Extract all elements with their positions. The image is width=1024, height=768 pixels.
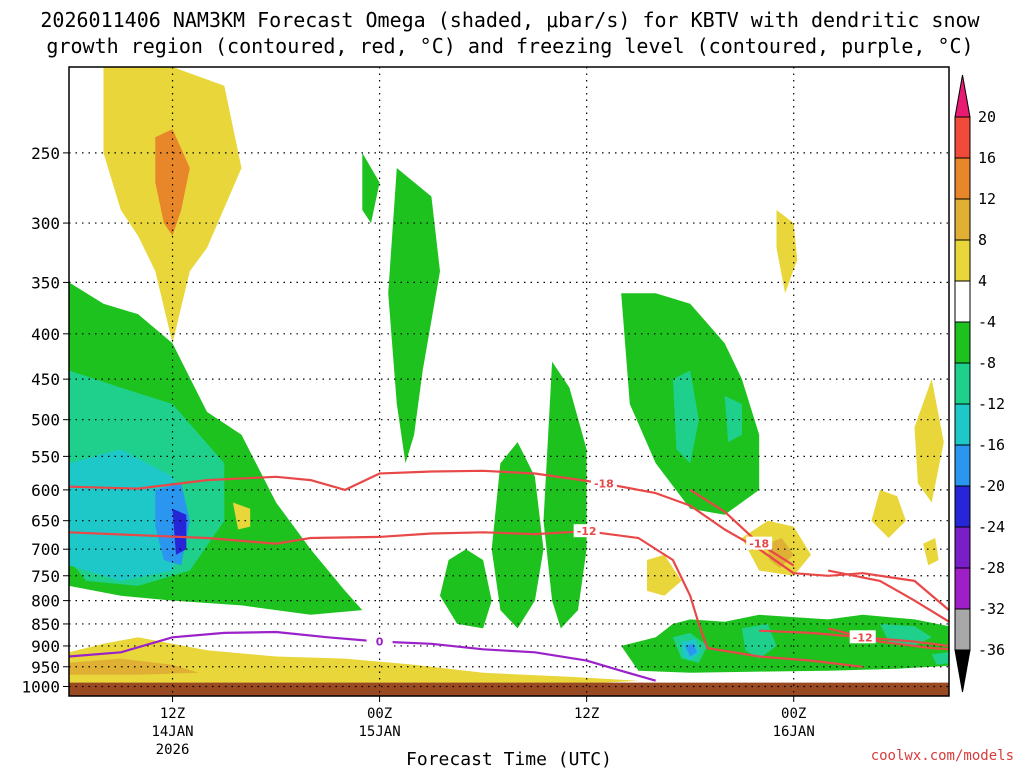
omega-region — [440, 549, 492, 629]
omega-region — [172, 508, 187, 555]
pressure-tick-label: 850 — [31, 615, 60, 634]
pressure-tick-label: 700 — [31, 540, 60, 559]
omega-region — [362, 152, 380, 224]
pressure-tick-label: 350 — [31, 273, 60, 292]
omega-region — [1018, 353, 1024, 560]
colorbar-swatch — [954, 198, 971, 241]
colorbar-swatch — [954, 608, 971, 651]
colorbar-tick-label: 4 — [978, 272, 987, 290]
title-line-2: growth region (contoured, red, °C) and f… — [46, 34, 973, 58]
contour-line — [689, 488, 795, 567]
omega-region — [621, 614, 949, 673]
time-tick-date: 15JAN — [359, 724, 401, 740]
x-axis-label: Forecast Time (UTC) — [406, 749, 612, 768]
omega-region — [69, 637, 639, 685]
pressure-tick-label: 650 — [31, 512, 60, 531]
omega-region — [491, 442, 544, 629]
temperature-contours: -18-18-18-12-120 — [69, 469, 949, 682]
pressure-tick-label: 750 — [31, 567, 60, 586]
time-tick-label: 12Z — [160, 706, 185, 722]
omega-region — [647, 554, 682, 596]
time-tick-label: 00Z — [781, 706, 806, 722]
omega-region — [388, 168, 440, 464]
contour-line — [827, 569, 949, 651]
colorbar-swatch — [954, 444, 971, 487]
omega-region — [69, 658, 199, 675]
pressure-tick-label: 800 — [31, 592, 60, 611]
credit-text: coolwx.com/models — [871, 748, 1014, 764]
time-tick-year: 2026 — [156, 742, 190, 758]
pressure-tick-label: 250 — [31, 144, 60, 163]
gridlines — [69, 67, 949, 696]
pressure-tick-label: 500 — [31, 411, 60, 430]
colorbar-swatch — [954, 239, 971, 282]
omega-region — [724, 395, 742, 443]
contour-label: 0 — [376, 636, 384, 649]
ground-layer — [69, 682, 949, 696]
contour-line — [69, 530, 863, 668]
omega-region — [232, 502, 251, 530]
contour-label: -18 — [749, 538, 769, 551]
colorbar-swatch — [954, 362, 971, 405]
time-tick-label: 00Z — [367, 706, 392, 722]
pressure-tick-label: 950 — [31, 658, 60, 677]
omega-region — [69, 449, 190, 581]
colorbar-top-arrow — [954, 74, 971, 118]
colorbar: 20 16 12 8 4 -4 -8 -12 -16 -20 -24 -28 -32 -36 — [954, 74, 1005, 693]
omega-region — [914, 379, 944, 503]
omega-region — [776, 210, 798, 294]
colorbar-tick-label: -36 — [978, 641, 1005, 659]
colorbar-tick-label: -12 — [978, 395, 1005, 413]
colorbar-swatch — [954, 567, 971, 610]
colorbar-tick-label: 20 — [978, 108, 996, 126]
colorbar-swatch — [954, 485, 971, 528]
colorbar-tick-label: 8 — [978, 231, 987, 249]
colorbar-swatch — [954, 321, 971, 364]
omega-region — [871, 489, 906, 538]
pressure-tick-label: 1000 — [21, 677, 60, 696]
title-line-1: 2026011406 NAM3KM Forecast Omega (shaded… — [40, 8, 980, 32]
omega-region — [923, 538, 939, 566]
colorbar-tick-label: -8 — [978, 354, 996, 372]
omega-region — [741, 623, 777, 659]
colorbar-swatch — [954, 280, 971, 323]
time-axis: 12Z 14JAN 2026 00Z 15JAN 12Z 00Z 16JAN — [151, 696, 815, 758]
colorbar-tick-label: -24 — [978, 518, 1005, 536]
colorbar-tick-label: -28 — [978, 559, 1005, 577]
omega-region — [155, 129, 190, 236]
colorbar-tick-label: -4 — [978, 313, 996, 331]
colorbar-swatch — [954, 116, 971, 159]
colorbar-tick-label: -20 — [978, 477, 1005, 495]
colorbar-tick-label: 12 — [978, 190, 996, 208]
time-tick-label: 12Z — [574, 706, 599, 722]
colorbar-swatch — [954, 157, 971, 200]
contour-label: -12 — [577, 525, 597, 538]
plot-frame — [68, 66, 950, 697]
pressure-tick-label: 300 — [31, 214, 60, 233]
time-tick-date: 14JAN — [151, 724, 193, 740]
pressure-axis: 250 300 350 400 450 500 550 600 650 700 750 800 850 9… — [21, 144, 69, 696]
colorbar-tick-label: -16 — [978, 436, 1005, 454]
colorbar-swatch — [954, 403, 971, 446]
contour-label: -18 — [594, 477, 614, 490]
pressure-tick-label: 550 — [31, 447, 60, 466]
colorbar-bottom-arrow — [954, 649, 971, 693]
pressure-tick-label: 400 — [31, 325, 60, 344]
omega-region — [672, 370, 699, 464]
pressure-tick-label: 600 — [31, 481, 60, 500]
time-tick-date: 16JAN — [773, 724, 815, 740]
omega-region — [931, 652, 949, 665]
colorbar-tick-label: -32 — [978, 600, 1005, 618]
pressure-tick-label: 900 — [31, 637, 60, 656]
omega-region — [685, 643, 698, 657]
contour-label: -12 — [853, 631, 873, 644]
pressure-tick-label: 450 — [31, 370, 60, 389]
contour-line — [69, 469, 949, 611]
colorbar-tick-label: 16 — [978, 149, 996, 167]
colorbar-swatch — [954, 526, 971, 569]
omega-region — [543, 361, 587, 629]
